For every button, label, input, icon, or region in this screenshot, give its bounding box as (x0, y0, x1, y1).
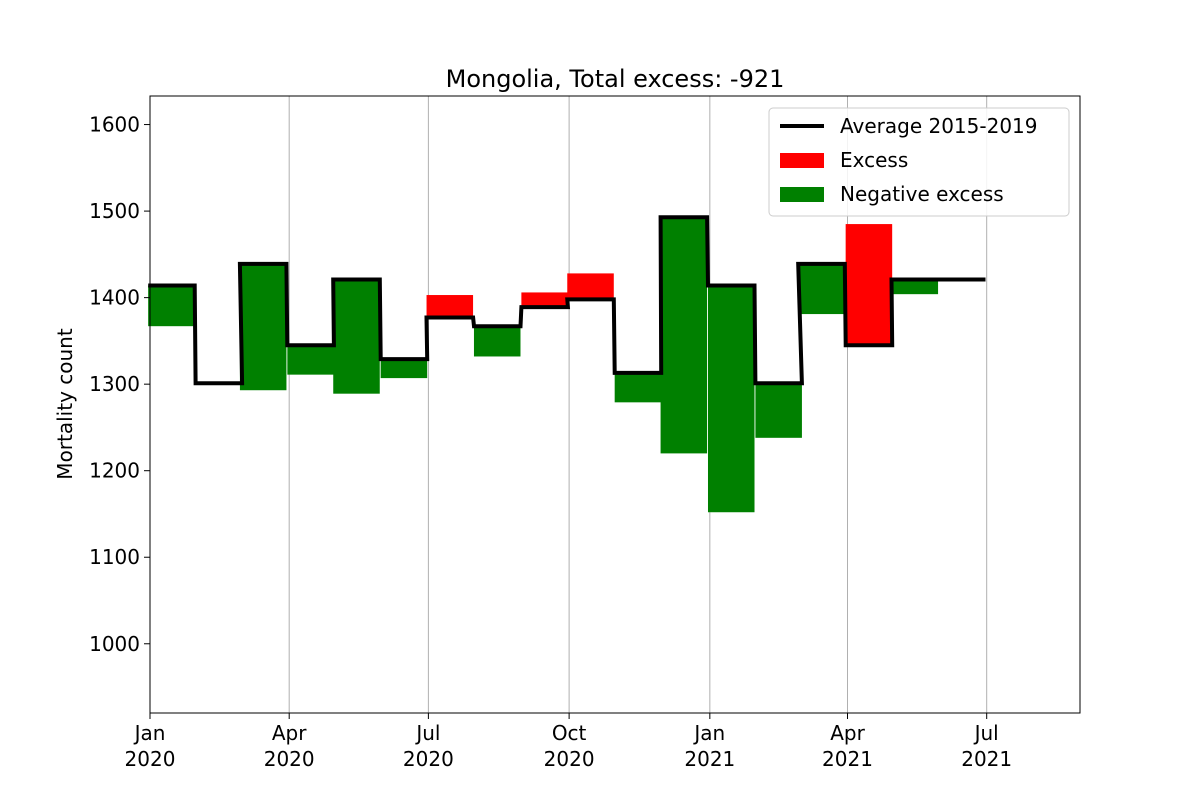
y-axis-label: Mortality count (53, 328, 77, 480)
excess-bar (521, 292, 568, 308)
negative-excess-bar (660, 217, 708, 454)
legend-box (768, 107, 1070, 217)
average-2015-2019-line (148, 215, 986, 386)
negative-excess-bar (239, 263, 287, 391)
legend: Average 2015-2019 Excess Negative excess (768, 107, 1070, 217)
y-tick-label: 1600 (89, 113, 140, 137)
x-tick-label-year: 2021 (961, 747, 1012, 771)
excess-bar (845, 224, 893, 346)
plot-frame (149, 95, 1081, 714)
legend-label-negative: Negative excess (840, 182, 1004, 206)
x-tick-label-year: 2021 (822, 747, 873, 771)
negative-excess-bar (333, 279, 380, 394)
legend-label-excess: Excess (840, 148, 908, 172)
legend-label-average: Average 2015-2019 (840, 114, 1038, 138)
x-tick-label-year: 2020 (125, 747, 176, 771)
bars-layer (148, 217, 939, 513)
x-tick-label: Apr (272, 721, 307, 745)
y-axis: 1000 1100 1200 1300 1400 1500 1600 (89, 113, 150, 656)
x-tick-label: Jul (414, 721, 440, 745)
negative-excess-bar (380, 359, 428, 379)
x-tick-label: Jul (973, 721, 999, 745)
legend-swatch-excess (780, 153, 824, 168)
x-tick-label: Jan (692, 721, 725, 745)
y-tick-label: 1300 (89, 372, 140, 396)
excess-bar (567, 273, 614, 300)
negative-excess-bar (798, 263, 845, 315)
negative-excess-bar (148, 285, 195, 327)
y-tick-label: 1200 (89, 459, 140, 483)
legend-swatch-negative (780, 187, 824, 202)
x-tick-label: Apr (830, 721, 865, 745)
chart-title: Mongolia, Total excess: -921 (446, 65, 785, 93)
x-tick-label-year: 2020 (544, 747, 595, 771)
y-tick-label: 1000 (89, 632, 140, 656)
x-tick-label: Oct (552, 721, 587, 745)
negative-excess-bar (473, 326, 521, 357)
negative-excess-bar (614, 372, 662, 403)
x-tick-label-year: 2020 (264, 747, 315, 771)
y-tick-label: 1500 (89, 199, 140, 223)
x-tick-label-year: 2021 (684, 747, 735, 771)
x-axis: Jan2020Apr2020Jul2020Oct2020Jan2021Apr20… (125, 713, 1012, 771)
x-tick-label-year: 2020 (403, 747, 454, 771)
y-tick-label: 1100 (89, 545, 140, 569)
negative-excess-bar (287, 345, 334, 375)
excess-bar (426, 295, 474, 318)
negative-excess-bar (755, 383, 802, 438)
average-line-layer (148, 215, 986, 386)
x-tick-label: Jan (133, 721, 166, 745)
negative-excess-bar (891, 279, 939, 295)
y-tick-label: 1400 (89, 286, 140, 310)
negative-excess-bar (707, 285, 755, 513)
